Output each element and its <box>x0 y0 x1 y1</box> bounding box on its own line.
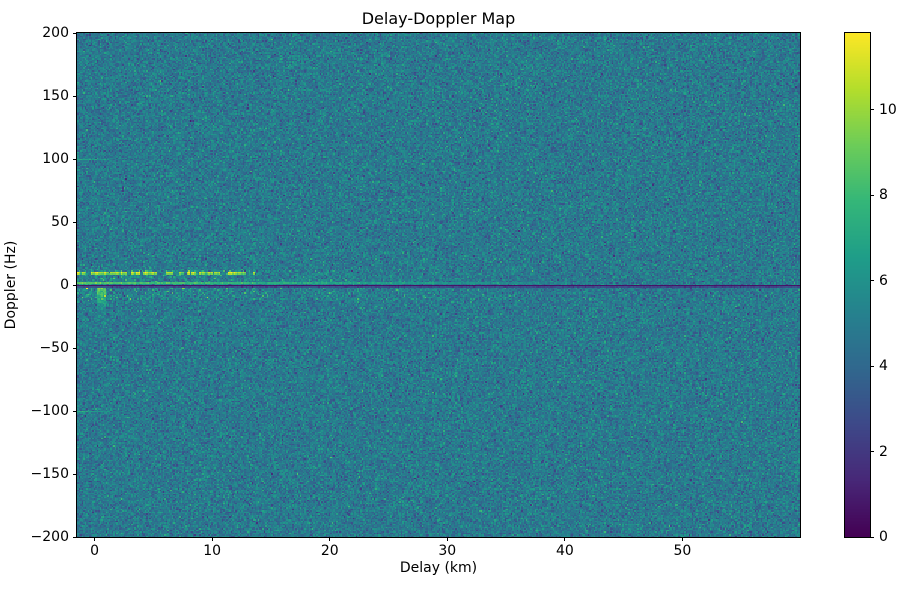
x-tick-mark <box>564 537 566 541</box>
x-tick-label: 10 <box>203 543 222 559</box>
x-tick-mark <box>211 537 213 541</box>
y-tick-label: 0 <box>60 277 69 293</box>
plot-area <box>76 32 801 538</box>
colorbar-tick-label: 4 <box>879 358 888 375</box>
x-tick-label: 20 <box>320 543 339 559</box>
colorbar-tick-mark <box>870 194 874 196</box>
y-tick-label: 150 <box>42 88 69 104</box>
colorbar-tick-mark <box>870 109 874 111</box>
colorbar <box>844 32 871 538</box>
heatmap-canvas <box>77 33 800 537</box>
y-tick-label: −200 <box>30 529 69 545</box>
x-tick-label: 50 <box>673 543 692 559</box>
colorbar-tick-label: 6 <box>879 272 888 289</box>
colorbar-tick-label: 10 <box>879 101 897 118</box>
colorbar-tick-mark <box>870 536 874 538</box>
x-tick-mark <box>94 537 96 541</box>
y-tick-mark <box>73 536 77 538</box>
colorbar-tick-label: 0 <box>879 529 888 545</box>
colorbar-tick-label: 2 <box>879 443 888 460</box>
y-tick-mark <box>73 32 77 34</box>
x-tick-label: 0 <box>90 543 100 559</box>
y-tick-label: −50 <box>39 340 69 356</box>
chart-title: Delay-Doppler Map <box>361 9 516 28</box>
x-tick-mark <box>329 537 331 541</box>
colorbar-tick-label: 8 <box>879 187 888 204</box>
y-tick-mark <box>73 284 77 286</box>
colorbar-tick-mark <box>870 280 874 282</box>
colorbar-tick-mark <box>870 365 874 367</box>
y-tick-mark <box>73 410 77 412</box>
y-tick-label: 200 <box>42 25 69 41</box>
y-tick-mark <box>73 95 77 97</box>
colorbar-tick-mark <box>870 451 874 453</box>
y-tick-label: 100 <box>42 151 69 167</box>
x-axis-label: Delay (km) <box>399 560 478 576</box>
y-tick-label: 50 <box>51 214 69 230</box>
x-tick-label: 30 <box>438 543 457 559</box>
x-tick-mark <box>681 537 683 541</box>
y-tick-mark <box>73 347 77 349</box>
y-tick-label: −100 <box>30 403 69 419</box>
colorbar-canvas <box>845 33 870 537</box>
y-tick-mark <box>73 158 77 160</box>
y-tick-mark <box>73 473 77 475</box>
x-tick-mark <box>446 537 448 541</box>
y-tick-label: −150 <box>30 466 69 482</box>
y-tick-mark <box>73 221 77 223</box>
x-tick-label: 40 <box>555 543 574 559</box>
